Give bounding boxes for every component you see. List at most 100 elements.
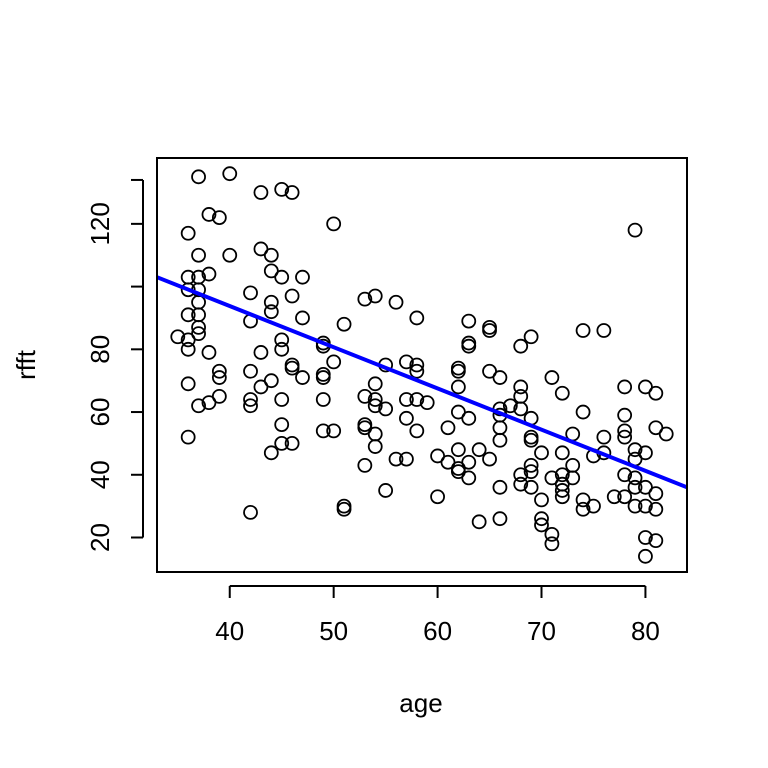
data-point — [544, 526, 560, 542]
data-point — [211, 370, 227, 385]
y-tick-label: 40 — [85, 460, 115, 489]
data-point — [534, 445, 549, 461]
x-axis-label: age — [399, 688, 442, 718]
data-point — [450, 379, 466, 395]
data-point — [627, 442, 643, 458]
data-point — [336, 501, 352, 517]
data-point — [648, 486, 664, 501]
data-point — [617, 489, 633, 505]
data-point — [378, 401, 394, 417]
data-point — [617, 423, 633, 439]
data-point — [627, 470, 643, 486]
data-point — [482, 451, 497, 467]
data-point — [648, 533, 664, 549]
data-point — [367, 376, 383, 392]
data-point — [211, 210, 227, 225]
data-point — [180, 225, 196, 241]
data-point — [409, 357, 425, 373]
data-point — [513, 338, 529, 354]
fit-line — [156, 275, 688, 490]
data-point — [534, 492, 549, 508]
data-point — [253, 185, 269, 200]
x-tick-label: 70 — [527, 616, 556, 646]
data-point — [440, 420, 456, 436]
data-point — [575, 501, 591, 517]
data-point — [180, 341, 196, 357]
data-point — [295, 370, 310, 385]
data-point — [471, 514, 487, 530]
data-point — [170, 329, 186, 345]
data-point — [409, 310, 425, 326]
data-point — [492, 432, 508, 448]
data-point — [243, 285, 258, 301]
data-point — [336, 316, 352, 332]
y-axis-label: rfft — [11, 349, 41, 380]
data-point — [617, 379, 633, 395]
data-point — [326, 216, 342, 232]
data-point — [274, 392, 290, 407]
data-point — [596, 323, 612, 338]
data-point — [534, 511, 549, 527]
data-point — [201, 266, 217, 282]
y-tick-label: 60 — [85, 398, 115, 427]
data-point — [284, 185, 300, 200]
data-point — [326, 354, 342, 370]
data-point — [180, 332, 196, 348]
data-point — [617, 467, 633, 483]
data-point — [315, 423, 331, 439]
data-point — [658, 426, 674, 442]
data-point — [492, 511, 508, 527]
data-point — [388, 451, 404, 467]
data-point — [201, 207, 217, 222]
data-point — [191, 398, 206, 414]
data-point — [586, 498, 601, 514]
data-point — [222, 166, 238, 182]
data-point — [627, 222, 643, 238]
data-point — [575, 323, 591, 338]
data-point — [617, 407, 633, 423]
data-point — [461, 410, 477, 426]
data-point — [243, 363, 258, 379]
data-point — [648, 385, 664, 401]
data-point — [253, 379, 269, 395]
data-point — [450, 442, 466, 458]
data-point — [399, 354, 414, 370]
data-point — [409, 363, 425, 379]
data-point — [222, 247, 238, 263]
y-tick-label: 20 — [85, 523, 115, 552]
data-point — [523, 479, 539, 495]
data-point — [201, 345, 217, 360]
data-point — [243, 398, 258, 414]
data-point — [315, 392, 331, 407]
data-point — [263, 247, 279, 263]
y-tick-label: 120 — [85, 202, 115, 245]
data-point — [243, 392, 258, 407]
data-point — [295, 269, 310, 285]
data-point — [326, 423, 342, 439]
data-point — [492, 370, 508, 385]
data-point — [627, 479, 643, 495]
data-point — [180, 282, 196, 298]
data-point — [461, 470, 477, 486]
data-point — [534, 517, 549, 533]
data-point — [554, 445, 570, 461]
data-point — [554, 483, 570, 498]
data-point — [575, 404, 591, 420]
x-tick-label: 50 — [319, 616, 348, 646]
data-point — [513, 476, 529, 492]
data-point — [263, 304, 279, 320]
data-point — [554, 385, 570, 401]
data-point — [357, 388, 373, 404]
data-point — [409, 423, 425, 439]
x-tick-label: 80 — [631, 616, 660, 646]
data-point — [461, 313, 477, 329]
plot-frame — [156, 157, 688, 573]
data-point — [419, 395, 435, 411]
data-point — [367, 392, 383, 407]
data-point — [191, 169, 206, 185]
data-point — [274, 332, 290, 348]
points-layer — [170, 166, 674, 564]
data-point — [513, 467, 529, 483]
data-point — [399, 392, 414, 407]
data-point — [191, 319, 206, 335]
